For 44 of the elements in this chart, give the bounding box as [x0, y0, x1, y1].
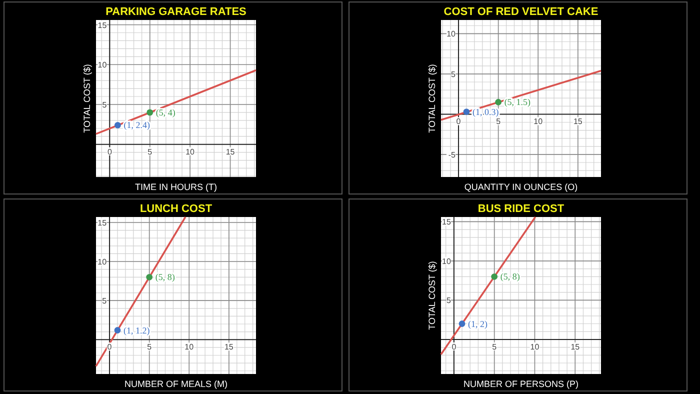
annotation: (5, 8) [500, 272, 520, 282]
x-axis-title: NUMBER OF PERSONS (P) [463, 379, 579, 389]
x-tick-label: 0 [107, 342, 112, 352]
chart-title: COST OF RED VELVET CAKE [444, 6, 598, 18]
annotation: (5, 8) [155, 272, 175, 282]
annotation: (1, 2) [468, 318, 488, 329]
y-tick-label: 5 [102, 296, 108, 306]
x-tick-label: 10 [530, 342, 540, 352]
y-tick-label: 15 [442, 218, 452, 227]
x-tick-label: 10 [534, 117, 544, 126]
x-tick-label: 10 [184, 342, 194, 352]
y-tick-label: 10 [442, 256, 452, 266]
x-axis-title: TIME IN HOURS (T) [135, 182, 217, 192]
y-tick-label: 5 [446, 296, 452, 306]
x-tick-label: 0 [107, 147, 112, 156]
y-tick-label: 10 [98, 60, 108, 70]
x-tick-label: 0 [452, 342, 457, 352]
y-axis-title: TOTAL COST ($) [427, 261, 437, 330]
x-tick-label: 15 [573, 117, 583, 126]
x-axis-title: NUMBER OF MEALS (M) [124, 379, 228, 389]
x-tick-label: 15 [570, 342, 580, 352]
y-tick-label: 10 [446, 30, 456, 39]
x-tick-label: 5 [492, 342, 498, 352]
y-tick-label: 15 [98, 20, 108, 30]
x-tick-label: 5 [496, 117, 502, 126]
annotation: (5, 4) [156, 107, 176, 118]
chart-title: PARKING GARAGE RATES [106, 6, 246, 18]
y-axis-title: TOTAL COST ($) [427, 64, 437, 133]
x-tick-label: 15 [226, 147, 236, 156]
x-tick-label: 15 [224, 342, 234, 352]
y-tick-label: 10 [98, 258, 108, 267]
chart-title: BUS RIDE COST [478, 203, 564, 215]
x-tick-label: 0 [456, 117, 462, 126]
y-tick-label: 5 [102, 100, 108, 110]
x-tick-label: 10 [186, 147, 196, 156]
y-axis-title: TOTAL COST ($) [82, 64, 92, 133]
chart-title: LUNCH COST [140, 203, 212, 215]
y-tick-label: 15 [98, 218, 108, 228]
x-tick-label: 5 [147, 342, 152, 352]
annotation: (5, 1.5) [504, 97, 531, 108]
x-axis-title: QUANTITY IN OUNCES (O) [464, 182, 578, 192]
x-tick-label: 5 [148, 147, 153, 156]
y-tick-label: 5 [451, 70, 456, 79]
y-tick-label: -5 [448, 150, 456, 160]
